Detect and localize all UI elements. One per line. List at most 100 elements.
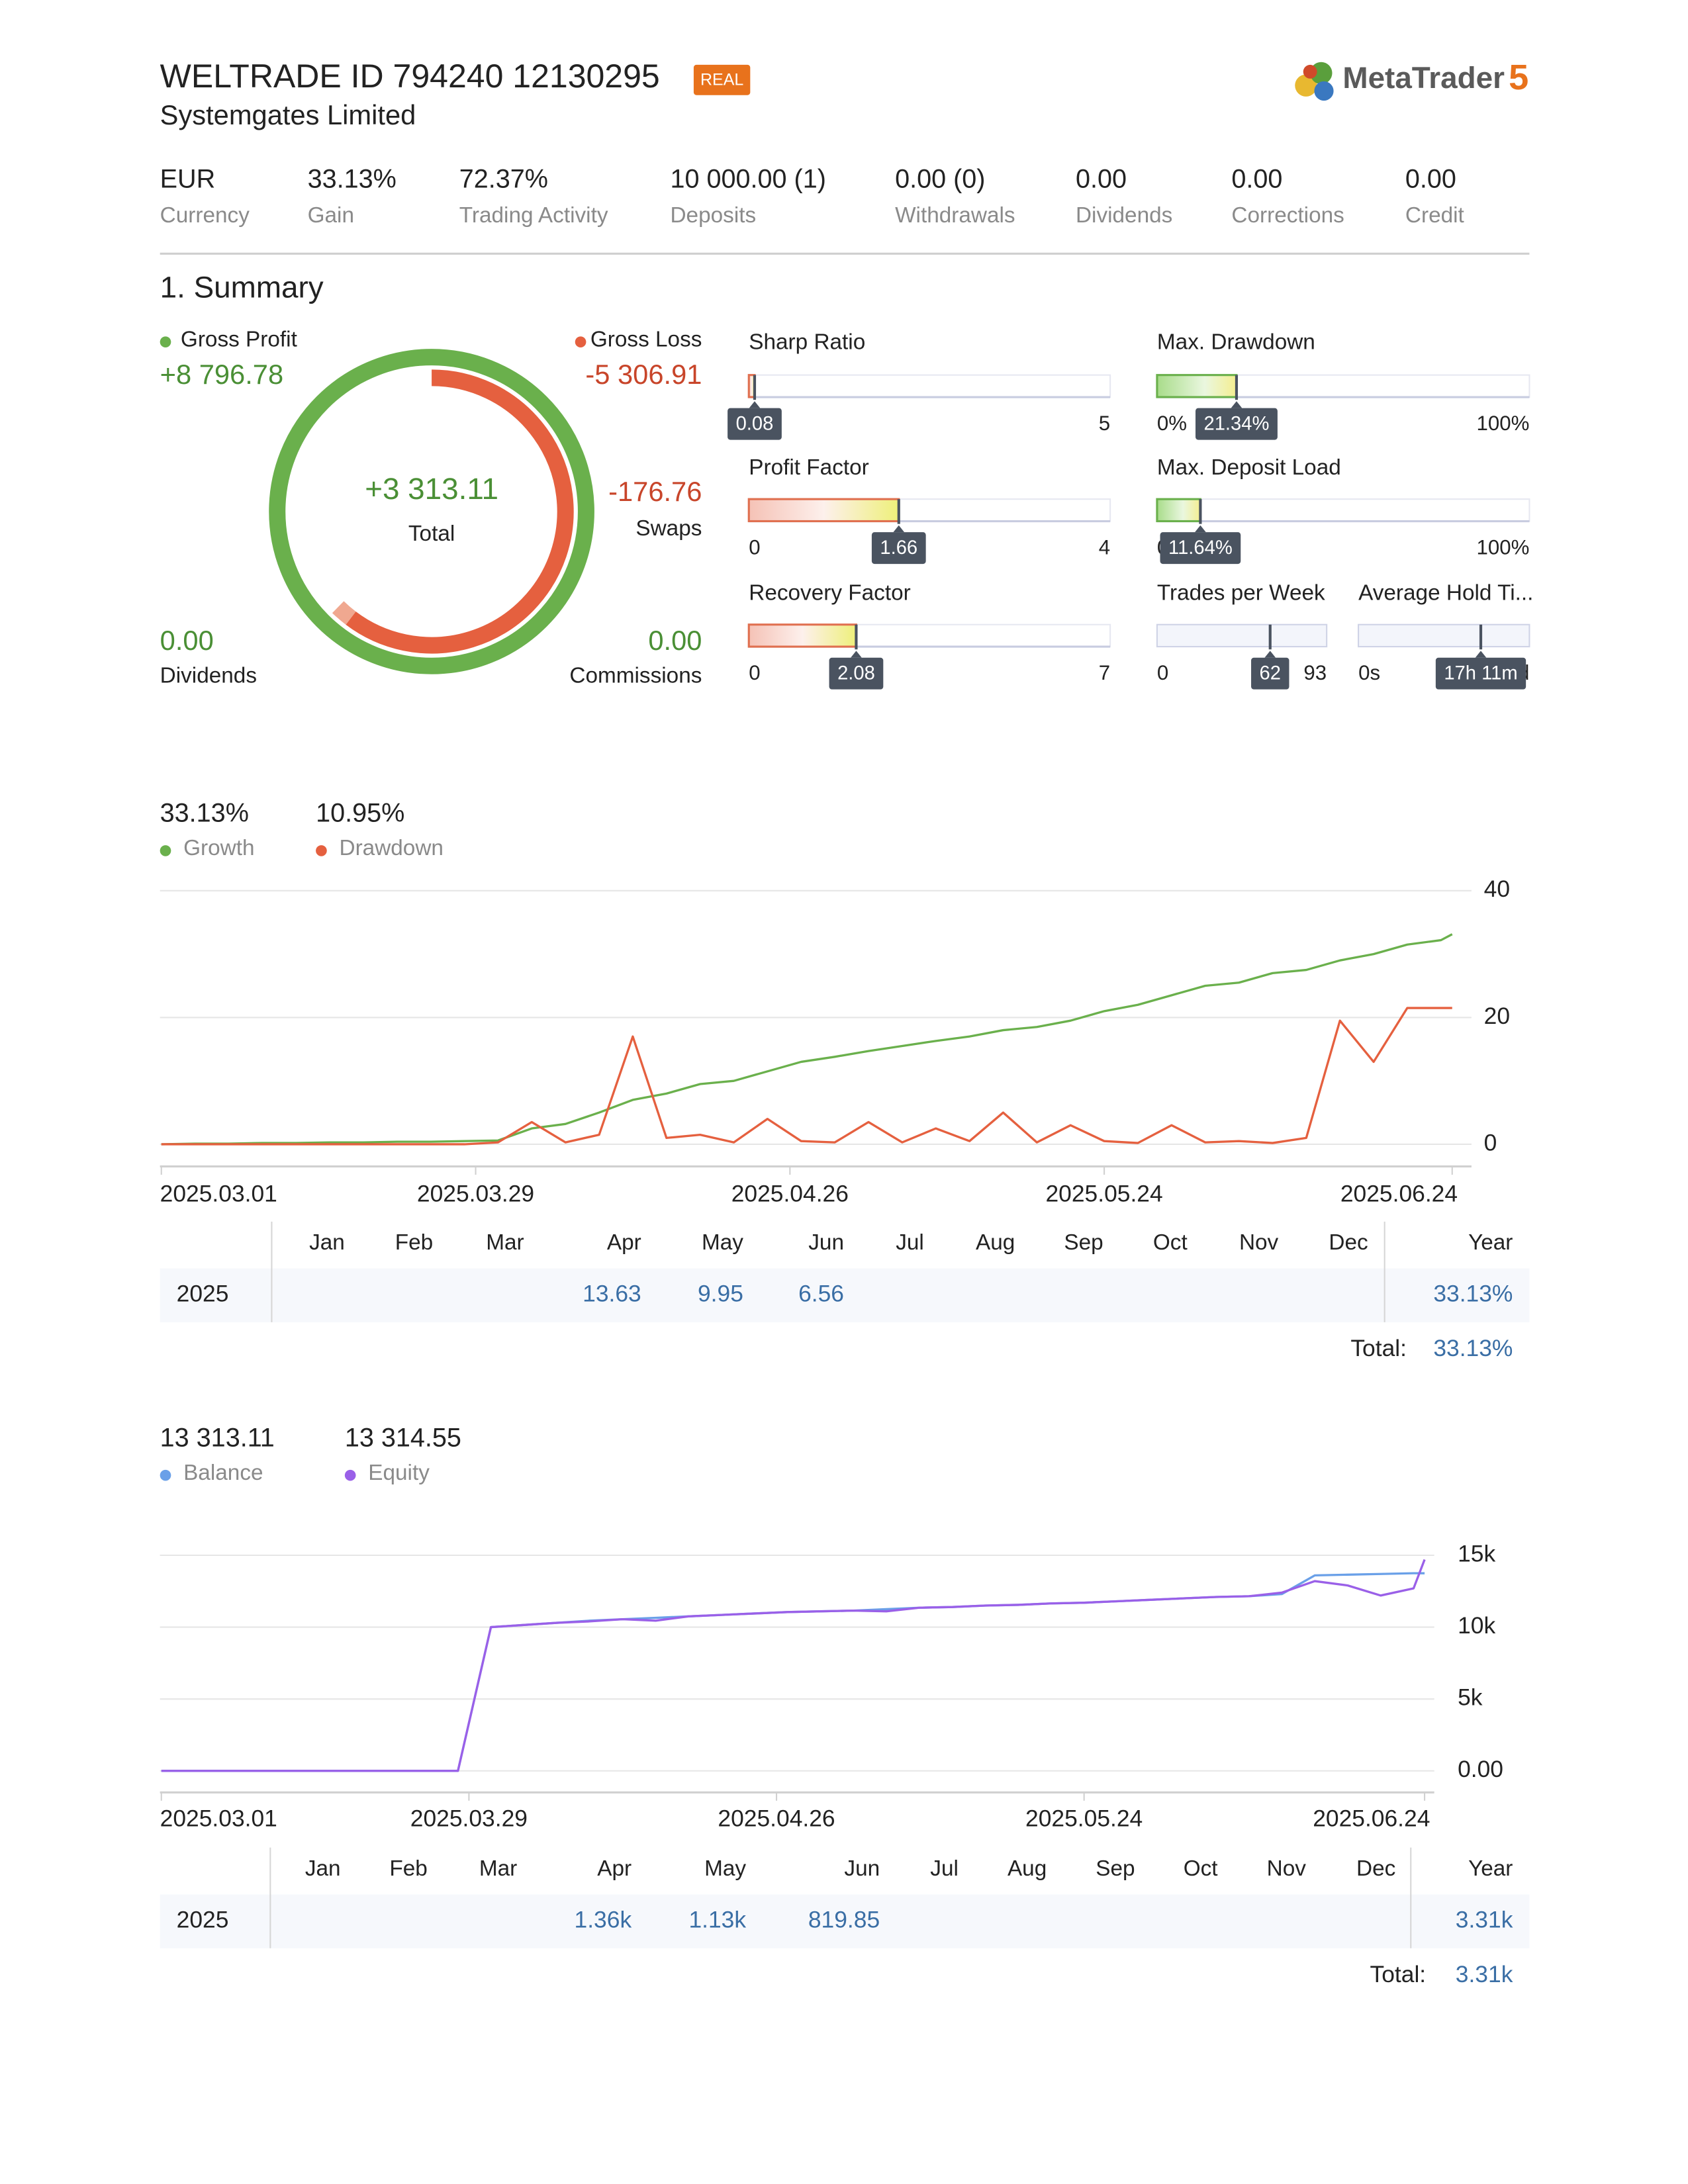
- x-tick-label: 2025.03.29: [417, 1181, 534, 1207]
- gauge-fill: [1156, 498, 1201, 523]
- table-header: Oct: [1184, 1856, 1219, 1881]
- table-header: Jan: [305, 1856, 341, 1881]
- gauge-tooltip-pointer: [1195, 525, 1206, 533]
- headline-value: 13 314.55: [345, 1423, 461, 1452]
- table-header: Sep: [1096, 1856, 1135, 1881]
- swaps-value: -176.76: [608, 476, 702, 507]
- legend-dot: [160, 1469, 171, 1481]
- table-header: Nov: [1267, 1856, 1307, 1881]
- table-header: Aug: [1008, 1856, 1047, 1881]
- stat-label: Trading Activity: [459, 203, 608, 228]
- stat-value: 0.00: [1076, 164, 1127, 193]
- stat-label: Currency: [160, 203, 250, 228]
- table-header: Feb: [389, 1856, 427, 1881]
- table-value: 6.56: [798, 1281, 844, 1307]
- account-title: WELTRADE ID 794240 12130295: [160, 58, 660, 95]
- gauge-tooltip-pointer: [1475, 651, 1487, 658]
- table-header: Mar: [486, 1230, 524, 1255]
- y-tick-label: 40: [1484, 876, 1510, 902]
- gauge-tooltip: [829, 657, 884, 690]
- legend-label: Equity: [368, 1461, 430, 1485]
- headline-value: 10.95%: [316, 799, 404, 828]
- gauge-title: Profit Factor: [749, 455, 869, 480]
- x-tick-label: 2025.04.26: [731, 1181, 849, 1207]
- gauge-max: 93: [1303, 661, 1327, 684]
- gauge-title: Sharp Ratio: [749, 330, 865, 355]
- y-tick-label: 5k: [1458, 1684, 1483, 1711]
- legend-dot: [160, 336, 171, 347]
- x-tick-label: 2025.03.01: [160, 1181, 277, 1207]
- stat-label: Gain: [308, 203, 354, 228]
- table-header: Jun: [808, 1230, 844, 1255]
- stat-value: 33.13%: [308, 164, 397, 193]
- gauge-max: 100%: [1477, 535, 1530, 559]
- gross-loss-label: Gross Loss: [590, 327, 702, 351]
- gauge-tooltip: [1435, 657, 1526, 690]
- stat-label: Withdrawals: [895, 203, 1015, 228]
- legend-dot: [344, 1469, 356, 1481]
- swaps-label: Swaps: [635, 516, 702, 541]
- row-label: 2025: [177, 1281, 229, 1307]
- table-header: Jun: [844, 1856, 880, 1881]
- gauge-min: 0: [749, 661, 760, 684]
- dividends-value: 0.00: [160, 625, 214, 656]
- gauge-tooltip: [1196, 408, 1278, 440]
- row-label: 2025: [177, 1906, 229, 1933]
- y-tick-label: 0: [1484, 1129, 1497, 1156]
- gauge-title: Max. Drawdown: [1157, 330, 1315, 355]
- headline-value: 33.13%: [160, 799, 249, 828]
- year-value: 33.13%: [1433, 1281, 1513, 1307]
- stat-label: Dividends: [1076, 203, 1172, 228]
- x-tick-label: 2025.03.29: [410, 1805, 528, 1831]
- gross-profit-value: +8 796.78: [160, 359, 283, 390]
- series-line: [161, 1007, 1452, 1146]
- stat-value: EUR: [160, 164, 216, 193]
- gauge-value: 21.34%: [1204, 413, 1270, 434]
- loss-arc: [346, 369, 574, 654]
- stat-label: Corrections: [1231, 203, 1344, 228]
- table-header: Apr: [597, 1856, 632, 1881]
- stat-label: Deposits: [671, 203, 757, 228]
- section-title: 1. Summary: [160, 271, 324, 304]
- gauge-tooltip-pointer: [1264, 651, 1276, 658]
- gauge-tooltip-pointer: [851, 651, 862, 658]
- gauge-max: 100%: [1477, 412, 1530, 435]
- logo-version: 5: [1509, 58, 1528, 97]
- total-value: 33.13%: [1433, 1335, 1513, 1361]
- gauge-track: [1156, 623, 1328, 648]
- total-value: +3 313.11: [365, 472, 498, 506]
- stat-label: Credit: [1405, 203, 1465, 228]
- total-label: Total:: [1350, 1335, 1407, 1361]
- x-tick-label: 2025.05.24: [1045, 1181, 1162, 1207]
- gauge-tooltip-pointer: [749, 401, 761, 408]
- gauge-max: 5: [1099, 412, 1110, 435]
- gauge-max: 4: [1099, 535, 1110, 559]
- headline-value: 13 313.11: [160, 1423, 275, 1452]
- y-tick-label: 20: [1484, 1003, 1510, 1029]
- table-header: Nov: [1239, 1230, 1279, 1255]
- x-tick-label: 2025.06.24: [1313, 1805, 1430, 1831]
- total-value: 3.31k: [1456, 1961, 1513, 1987]
- gauge-track: [1358, 623, 1530, 648]
- gauge-tooltip: [871, 532, 926, 565]
- gauge-value: 62: [1260, 662, 1281, 684]
- gauge-value: 2.08: [837, 662, 875, 684]
- gauge-tooltip: [727, 408, 782, 440]
- table-header: Dec: [1356, 1856, 1395, 1881]
- logo-text: MetaTrader: [1342, 61, 1505, 95]
- gauge-min: 0: [1157, 661, 1168, 684]
- table-value: 1.36k: [575, 1906, 632, 1933]
- table-header: Feb: [395, 1230, 433, 1255]
- table-value: 13.63: [583, 1281, 641, 1307]
- gauge-value: 1.66: [880, 537, 917, 559]
- stat-value: 0.00 (0): [895, 164, 985, 193]
- gauge-fill: [747, 623, 858, 648]
- gauge-value: 11.64%: [1168, 537, 1233, 559]
- badge: [693, 64, 751, 95]
- gauge-title: Recovery Factor: [749, 581, 910, 606]
- commissions-value: 0.00: [648, 625, 702, 656]
- table-header: Jan: [309, 1230, 345, 1255]
- gauge-value: 0.08: [736, 413, 774, 434]
- logo-icon: [1295, 62, 1334, 101]
